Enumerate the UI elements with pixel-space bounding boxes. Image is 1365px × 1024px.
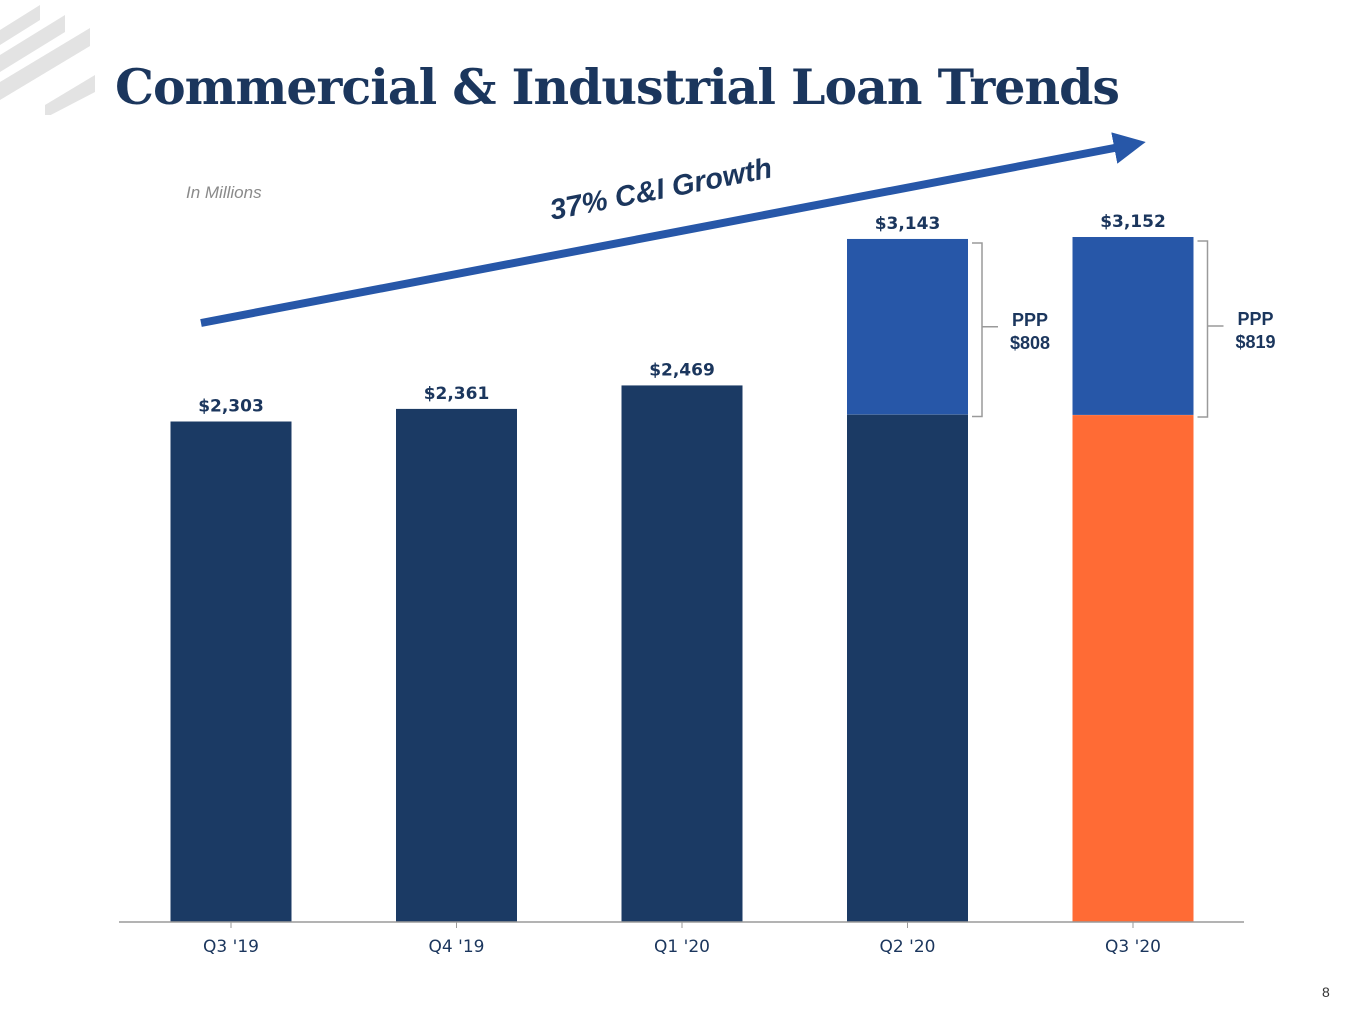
bar-total-label-2: $2,469 [649, 360, 715, 380]
bar-total-label-3: $3,143 [875, 214, 941, 234]
x-tick-label-4: Q3 '20 [1105, 937, 1161, 957]
bar-core-1 [396, 408, 517, 922]
growth-arrow [200, 132, 1146, 327]
ppp-bracket-1 [1197, 240, 1224, 418]
bar-ppp-4 [1072, 237, 1194, 415]
bar-total-label-4: $3,152 [1100, 212, 1166, 232]
unit-note: In Millions [186, 183, 262, 202]
company-logo-icon [0, 5, 95, 115]
page-title: Commercial & Industrial Loan Trends [115, 58, 1120, 116]
ppp-label-1: PPP [1237, 309, 1273, 329]
page-number: 8 [1322, 984, 1330, 1000]
ppp-value-label-0: $808 [1010, 333, 1050, 353]
bar-core-0 [170, 421, 292, 922]
x-tick-label-0: Q3 '19 [203, 937, 259, 957]
bar-total-label-0: $2,303 [198, 397, 264, 417]
ppp-bracket-0 [972, 242, 998, 418]
x-tick-label-2: Q1 '20 [654, 937, 710, 957]
x-tick-label-3: Q2 '20 [880, 937, 936, 957]
bar-core-4 [1072, 414, 1194, 922]
ppp-value-label-1: $819 [1235, 332, 1275, 352]
bar-total-label-1: $2,361 [424, 384, 490, 404]
bar-core-2 [621, 385, 743, 922]
bar-ppp-3 [847, 238, 968, 415]
x-tick-label-1: Q4 '19 [429, 937, 485, 957]
ppp-label-0: PPP [1012, 310, 1048, 330]
bar-core-3 [847, 414, 968, 922]
